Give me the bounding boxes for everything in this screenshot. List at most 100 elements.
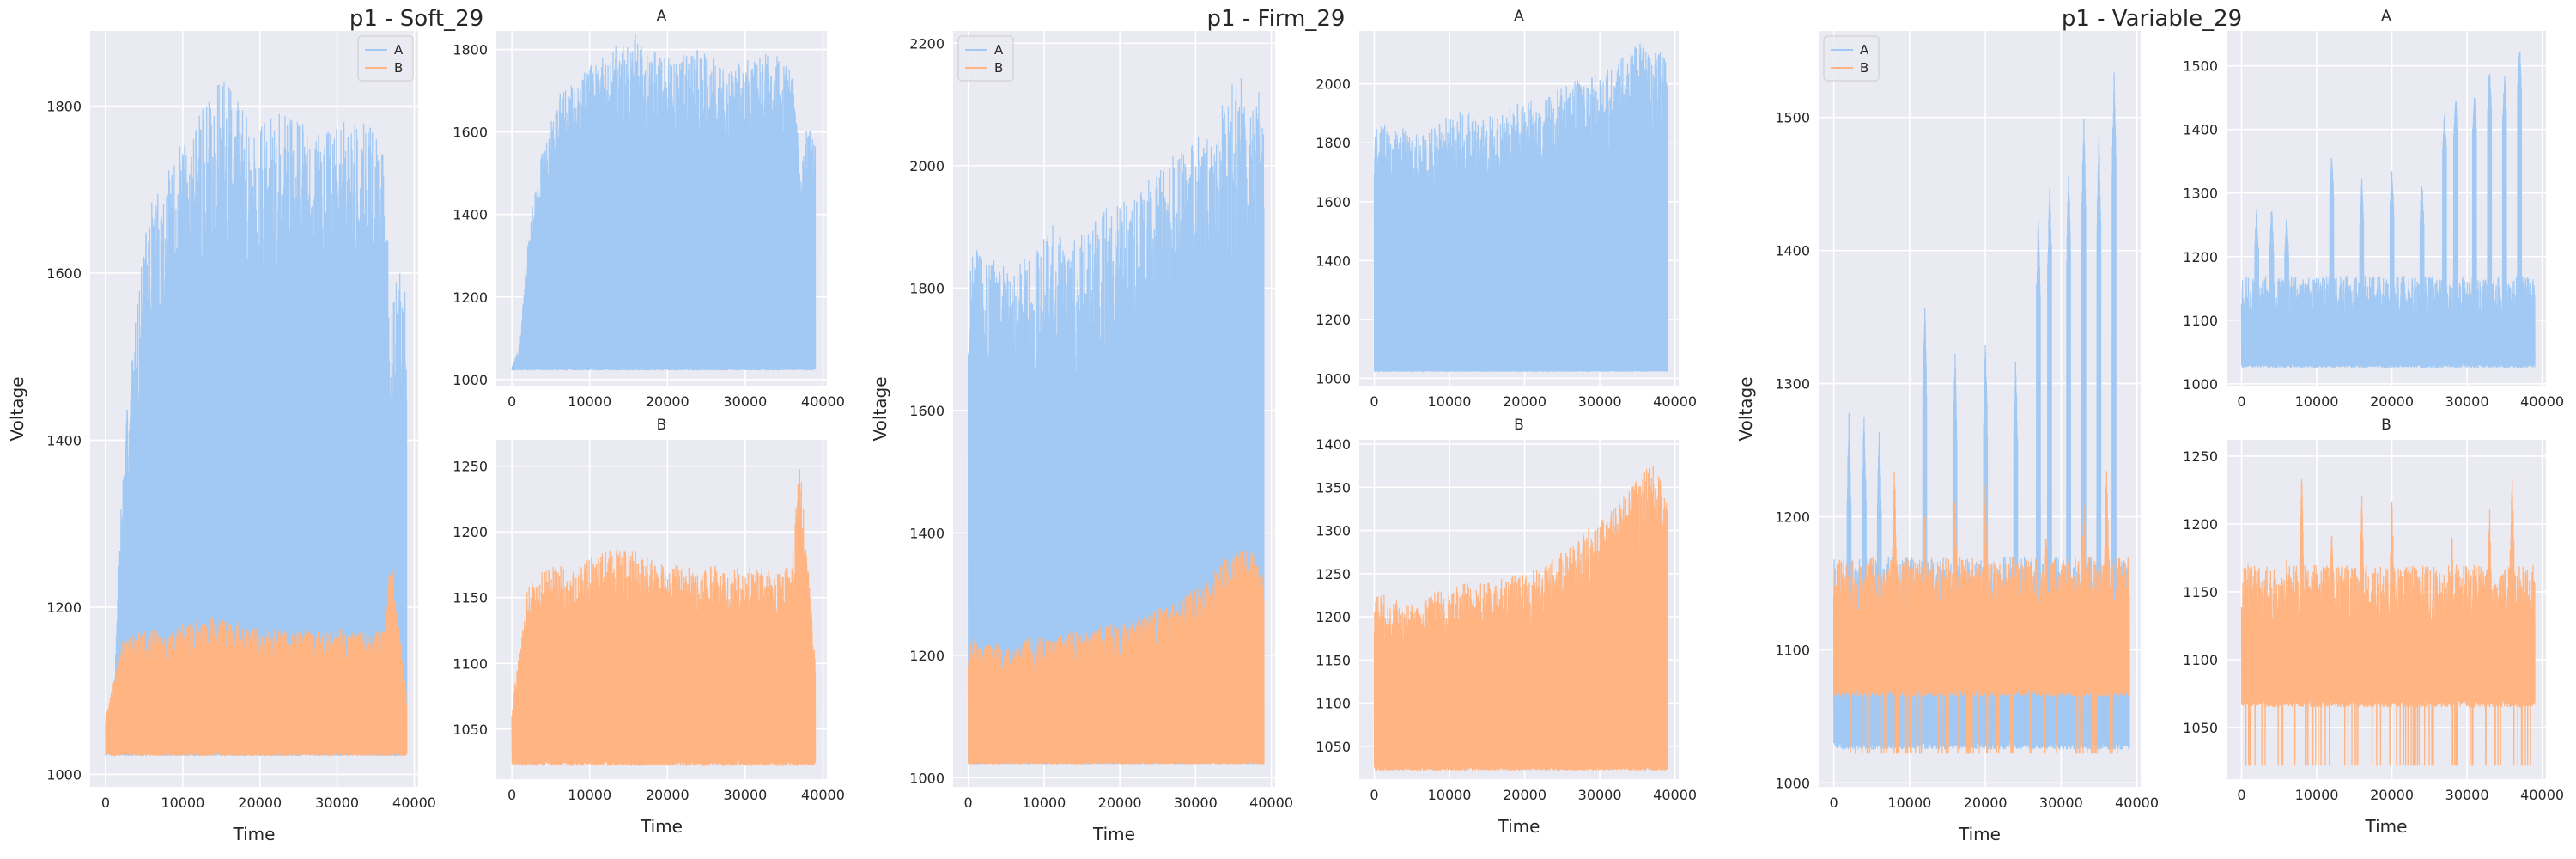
- x-tick-label: 30000: [2039, 795, 2083, 811]
- y-tick-label: 1500: [1775, 110, 1810, 126]
- x-tick-label: 20000: [646, 787, 690, 803]
- subplot-title: A: [657, 8, 667, 25]
- x-axis-label: Time: [2365, 816, 2408, 837]
- panel-firm_29-b: 0 10000 20000 30000 40000 1050 1100 1150 1200 125…: [1315, 417, 1697, 837]
- y-axis-label: Voltage: [1735, 376, 1756, 441]
- y-tick-label: 1800: [453, 42, 488, 58]
- y-tick-label: 1300: [1315, 523, 1351, 539]
- series-line-b: [1832, 471, 2130, 754]
- legend: AB: [1823, 35, 1880, 82]
- y-tick-label: 1000: [46, 766, 82, 783]
- y-tick-label: 1050: [453, 722, 488, 738]
- x-tick-label: 10000: [568, 393, 611, 410]
- y-axis-label: Voltage: [870, 376, 890, 441]
- y-tick-label: 1500: [2183, 58, 2218, 75]
- y-tick-label: 1200: [909, 648, 945, 664]
- panel-firm_29-main: 0 10000 20000 30000 40000 1000 1200 1400 1600 180…: [870, 31, 1293, 844]
- y-tick-label: 1150: [453, 590, 488, 606]
- y-tick-label: 1800: [1315, 135, 1351, 151]
- series-line-b: [2240, 478, 2536, 766]
- x-tick-label: 0: [1370, 787, 1378, 803]
- x-tick-label: 30000: [2445, 787, 2489, 803]
- y-tick-label: 1100: [453, 655, 488, 672]
- x-tick-label: 20000: [1503, 393, 1546, 410]
- x-tick-label: 0: [507, 787, 516, 803]
- y-tick-label: 2000: [909, 158, 945, 174]
- y-tick-label: 1050: [1315, 739, 1351, 755]
- x-tick-label: 30000: [1174, 795, 1218, 811]
- legend-label-a: A: [1860, 42, 1869, 58]
- x-axis-label: Time: [1958, 824, 2001, 844]
- x-tick-label: 30000: [2445, 393, 2489, 410]
- y-tick-label: 1350: [1315, 479, 1351, 496]
- x-tick-label: 10000: [2295, 393, 2339, 410]
- panel-soft_29-b: 0 10000 20000 30000 40000 1050 1100 1150 1200 125…: [453, 417, 845, 837]
- legend-label-b: B: [1860, 60, 1868, 76]
- subplot-title: B: [657, 417, 667, 434]
- y-tick-label: 1250: [2183, 448, 2218, 465]
- x-tick-label: 20000: [238, 795, 282, 811]
- x-tick-label: 20000: [1964, 795, 2008, 811]
- x-tick-label: 40000: [2520, 787, 2564, 803]
- series-line-b: [967, 550, 1265, 765]
- y-tick-label: 1200: [453, 524, 488, 540]
- subplot-title: A: [1514, 8, 1524, 25]
- x-tick-label: 40000: [2520, 393, 2564, 410]
- series-line-a: [1373, 43, 1668, 372]
- legend-label-a: A: [994, 42, 1004, 58]
- y-tick-label: 1250: [1315, 566, 1351, 582]
- y-tick-label: 1200: [2183, 249, 2218, 265]
- x-tick-label: 0: [2237, 787, 2245, 803]
- y-tick-label: 1000: [453, 372, 488, 388]
- series-line-b: [105, 570, 408, 757]
- panel-variable_29-a: 0 10000 20000 30000 40000 1000 1100 1200 1300 140…: [2183, 8, 2564, 410]
- y-tick-label: 1200: [1315, 312, 1351, 328]
- y-tick-label: 1150: [1315, 652, 1351, 668]
- y-tick-label: 1100: [1775, 642, 1810, 658]
- y-tick-label: 1400: [1775, 243, 1810, 259]
- x-tick-label: 10000: [1887, 795, 1931, 811]
- panel-soft_29-a: 0 10000 20000 30000 40000 1000 1200 1400 1600 180…: [453, 8, 845, 410]
- y-tick-label: 1800: [909, 280, 945, 296]
- y-tick-label: 1200: [1775, 509, 1810, 525]
- x-tick-label: 30000: [1578, 787, 1622, 803]
- y-tick-label: 1400: [1315, 436, 1351, 453]
- subplot-title: B: [1514, 417, 1524, 434]
- panel-soft_29-main: 0 10000 20000 30000 40000 1000 1200 1400 1600 180…: [7, 31, 436, 844]
- x-tick-label: 30000: [723, 787, 767, 803]
- y-tick-label: 1400: [2183, 122, 2218, 138]
- y-tick-label: 1600: [453, 125, 488, 141]
- x-axis-label: Time: [640, 816, 683, 837]
- x-tick-label: 10000: [2295, 787, 2339, 803]
- legend-label-b: B: [394, 60, 403, 76]
- x-tick-label: 0: [507, 393, 516, 410]
- x-axis-label: Time: [1498, 816, 1540, 837]
- panel-firm_29-a: 0 10000 20000 30000 40000 1000 1200 1400 1600 180…: [1315, 8, 1697, 410]
- y-tick-label: 1100: [2183, 652, 2218, 668]
- y-tick-label: 1400: [909, 525, 945, 541]
- y-tick-label: 1000: [1775, 775, 1810, 791]
- y-tick-label: 1200: [46, 600, 82, 616]
- legend-label-a: A: [394, 42, 404, 58]
- x-tick-label: 0: [964, 795, 973, 811]
- y-tick-label: 1000: [909, 770, 945, 786]
- x-tick-label: 20000: [2370, 787, 2414, 803]
- y-tick-label: 1800: [46, 99, 82, 115]
- x-tick-label: 30000: [1578, 393, 1622, 410]
- x-axis-label: Time: [233, 824, 276, 844]
- y-tick-label: 1300: [2183, 186, 2218, 202]
- x-tick-label: 20000: [1503, 787, 1546, 803]
- x-tick-label: 0: [1830, 795, 1838, 811]
- x-axis-label: Time: [1092, 824, 1135, 844]
- y-tick-label: 1400: [1315, 253, 1351, 269]
- x-tick-label: 0: [2237, 393, 2245, 410]
- x-tick-label: 40000: [801, 393, 845, 410]
- x-tick-label: 10000: [161, 795, 204, 811]
- series-line-a: [511, 34, 817, 371]
- series-line-b: [511, 468, 817, 766]
- x-tick-label: 10000: [1022, 795, 1066, 811]
- x-tick-label: 40000: [1653, 787, 1697, 803]
- legend: AB: [957, 35, 1014, 82]
- x-tick-label: 40000: [2115, 795, 2159, 811]
- y-tick-label: 1400: [46, 432, 82, 448]
